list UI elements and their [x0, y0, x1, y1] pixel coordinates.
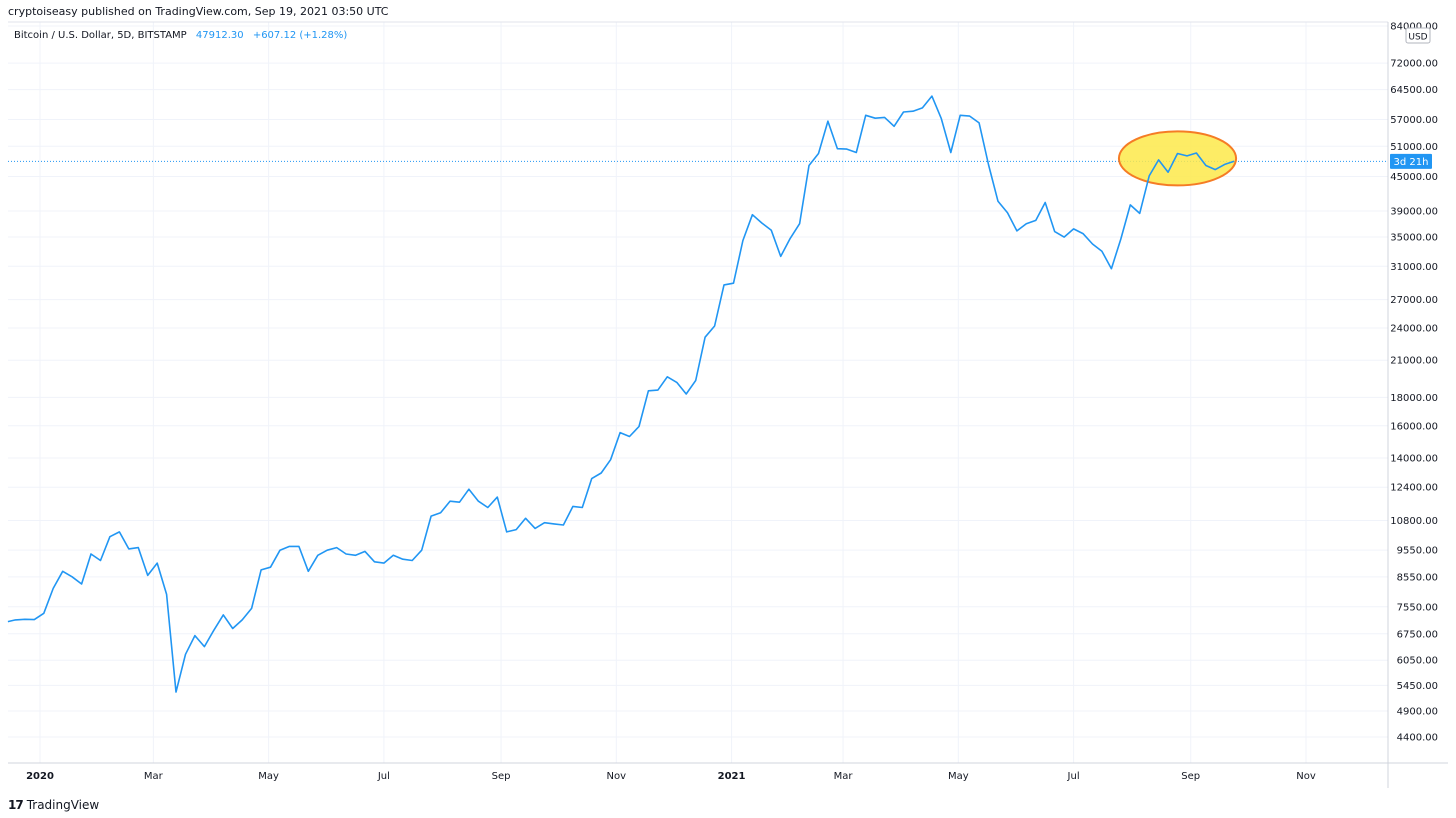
- currency-badge-label: USD: [1408, 33, 1427, 43]
- symbol-title: Bitcoin / U.S. Dollar, 5D, BITSTAMP: [14, 30, 187, 41]
- time-tick-label: May: [258, 771, 279, 782]
- price-tick-label: 84000.00: [1390, 22, 1438, 33]
- tradingview-logo-icon: 17: [8, 798, 24, 812]
- time-tick-label: 2021: [718, 771, 746, 782]
- price-tick-label: 7550.00: [1397, 602, 1438, 613]
- price-tick-label: 21000.00: [1390, 356, 1438, 367]
- price-tick-label: 9550.00: [1397, 546, 1438, 557]
- price-tick-label: 6750.00: [1397, 629, 1438, 640]
- price-tick-label: 57000.00: [1390, 115, 1438, 126]
- time-tick-label: 2020: [26, 771, 54, 782]
- time-tick-label: Mar: [834, 771, 854, 782]
- price-change: +607.12 (+1.28%): [252, 30, 348, 41]
- currency-badge-box: [1405, 27, 1431, 44]
- time-axis-labels: 2020 Mar May Jul Sep Nov 2021 Mar May Jul Sep Nov: [26, 771, 1316, 782]
- time-tick-label: Sep: [492, 771, 511, 782]
- time-tick-label: Mar: [144, 771, 164, 782]
- tradingview-brand: TradingView: [26, 798, 100, 812]
- vertical-gridlines: [39, 22, 1307, 763]
- price-axis-labels: 84000.00 72000.00 64500.00 57000.00 51000.00…: [1390, 22, 1438, 744]
- price-tick-label: 72000.00: [1390, 59, 1438, 70]
- price-tick-label: 27000.00: [1390, 295, 1438, 306]
- price-tick-label: 6050.00: [1397, 656, 1438, 667]
- countdown-badge-box: [1390, 153, 1432, 169]
- price-tick-label: 5450.00: [1397, 681, 1438, 692]
- time-tick-label: May: [948, 771, 969, 782]
- time-tick-label: Jul: [377, 771, 390, 782]
- price-tick-label: 51000.00: [1390, 142, 1438, 153]
- highlight-ellipse: [1117, 130, 1238, 187]
- price-tick-label: 4400.00: [1397, 732, 1438, 743]
- price-tick-label: 10800.00: [1390, 516, 1438, 527]
- last-price-countdown-badge: 3d 21h: [1390, 153, 1432, 169]
- price-tick-label: 12400.00: [1390, 483, 1438, 494]
- time-tick-label: Nov: [1296, 771, 1316, 782]
- time-tick-label: Jul: [1067, 771, 1080, 782]
- price-tick-label: 35000.00: [1390, 233, 1438, 244]
- price-tick-label: 16000.00: [1390, 421, 1438, 432]
- price-tick-label: 24000.00: [1390, 324, 1438, 335]
- price-tick-label: 64500.00: [1390, 85, 1438, 96]
- tradingview-footer[interactable]: 17 TradingView: [8, 798, 99, 812]
- symbol-legend[interactable]: Bitcoin / U.S. Dollar, 5D, BITSTAMP 4791…: [14, 30, 347, 41]
- countdown-badge-label: 3d 21h: [1394, 157, 1429, 168]
- price-tick-label: 31000.00: [1390, 262, 1438, 273]
- published-by-line: cryptoiseasy published on TradingView.co…: [8, 5, 389, 18]
- horizontal-gridlines: [8, 25, 1388, 738]
- price-tick-label: 4900.00: [1397, 707, 1438, 718]
- price-tick-label: 8550.00: [1397, 572, 1438, 583]
- price-tick-label: 14000.00: [1390, 453, 1438, 464]
- time-tick-label: Nov: [607, 771, 627, 782]
- time-tick-label: Sep: [1181, 771, 1200, 782]
- price-series-line: [7, 95, 1235, 693]
- price-tick-label: 45000.00: [1390, 172, 1438, 183]
- last-value: 47912.30: [195, 30, 244, 41]
- price-tick-label: 39000.00: [1390, 206, 1438, 217]
- currency-badge[interactable]: USD: [1405, 27, 1431, 44]
- price-tick-label: 18000.00: [1390, 393, 1438, 404]
